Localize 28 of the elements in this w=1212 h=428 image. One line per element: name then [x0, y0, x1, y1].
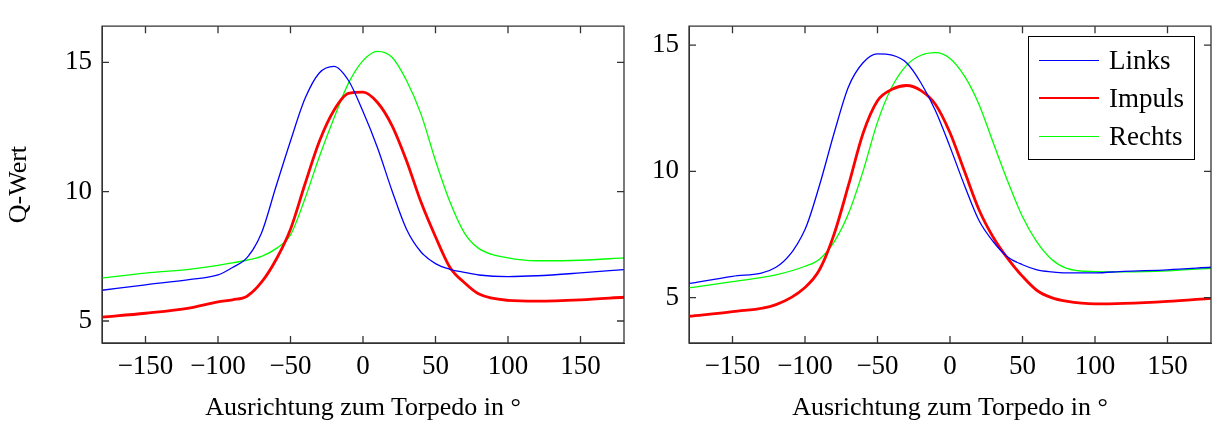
x-tick-label: 50	[1009, 350, 1036, 381]
x-tick-label: 150	[1147, 350, 1188, 381]
legend-label: Impuls	[1109, 82, 1185, 116]
x-tick-label: −50	[856, 350, 899, 381]
x-tick-label: 100	[1074, 350, 1116, 381]
legend-label: Rechts	[1109, 120, 1183, 154]
y-tick-label: 10	[65, 174, 92, 205]
y-tick-label: 5	[665, 280, 679, 311]
x-tick-label: 0	[356, 350, 370, 381]
x-axis-title: Ausrichtung zum Torpedo in °	[792, 392, 1108, 422]
y-axis-title: Q-Wert	[3, 145, 33, 224]
y-tick-label: 15	[652, 28, 679, 59]
y-tick-label: 10	[652, 154, 679, 185]
x-tick-label: 100	[487, 350, 529, 381]
x-tick-label: −100	[190, 350, 246, 381]
line-series	[689, 84, 1211, 318]
y-tick-label: 15	[65, 45, 92, 76]
x-tick-label: −50	[269, 350, 312, 381]
x-axis-title: Ausrichtung zum Torpedo in °	[205, 392, 521, 422]
x-tick-label: 150	[560, 350, 601, 381]
y-tick-label: 5	[78, 304, 92, 335]
x-tick-label: −100	[777, 350, 833, 381]
x-tick-label: 0	[943, 350, 957, 381]
legend-label: Links	[1109, 44, 1171, 78]
x-tick-label: −150	[704, 350, 761, 381]
line-series	[102, 90, 624, 319]
x-tick-label: −150	[117, 350, 174, 381]
x-tick-label: 50	[422, 350, 449, 381]
